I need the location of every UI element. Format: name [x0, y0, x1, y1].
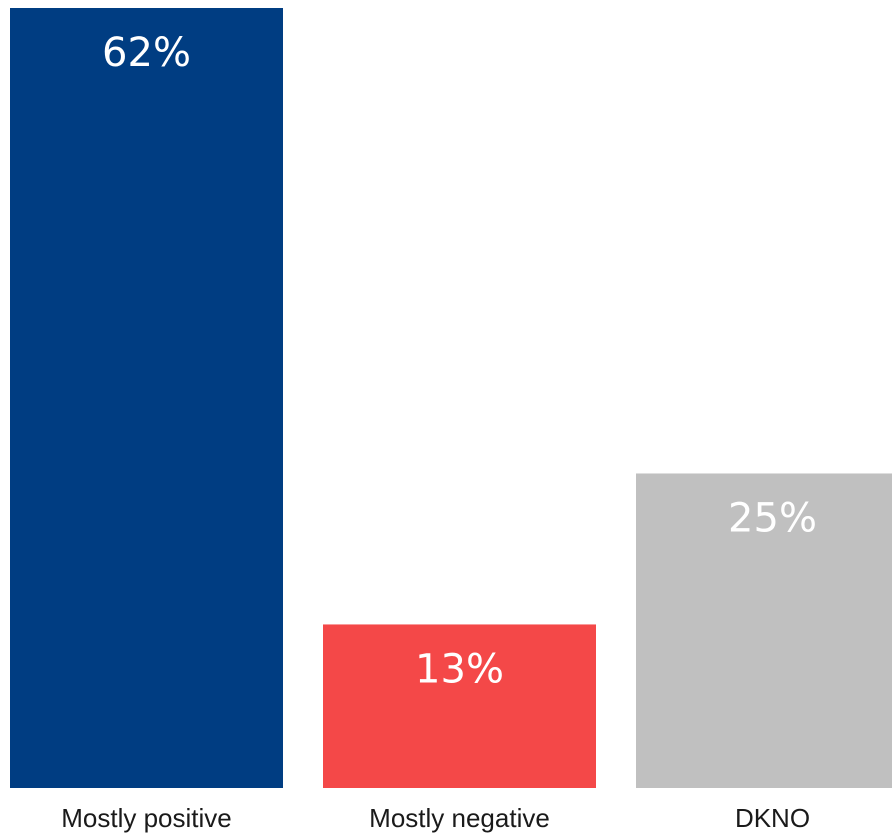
bar-mostly-positive: [10, 8, 283, 788]
value-label-dkno: 25%: [728, 495, 817, 541]
value-label-mostly-positive: 62%: [102, 30, 191, 76]
category-label-mostly-negative: Mostly negative: [369, 803, 550, 833]
bar-mostly-negative: [323, 624, 596, 788]
bars-layer: [10, 8, 892, 788]
category-labels-layer: Mostly positive Mostly negative DKNO: [61, 803, 810, 833]
bar-dkno: [636, 473, 892, 788]
category-label-mostly-positive: Mostly positive: [61, 803, 232, 833]
value-labels-layer: 62% 13% 25%: [102, 30, 817, 692]
value-label-mostly-negative: 13%: [415, 646, 504, 692]
category-label-dkno: DKNO: [735, 803, 810, 833]
